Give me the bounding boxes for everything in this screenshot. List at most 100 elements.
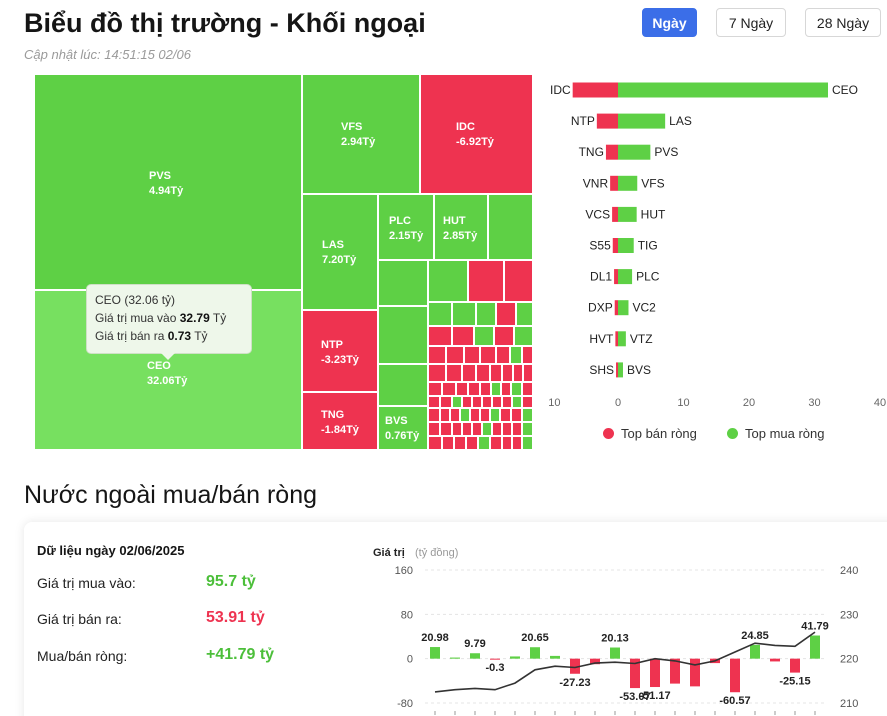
net-bar-label: -51.17	[639, 690, 670, 702]
treemap-tile-small[interactable]	[472, 396, 482, 408]
treemap-tile-small[interactable]	[522, 396, 533, 408]
treemap-tile-small[interactable]	[470, 408, 480, 422]
treemap-tile-small[interactable]	[514, 326, 533, 346]
legend-sell[interactable]: Top bán ròng	[603, 426, 697, 441]
treemap-tile-small[interactable]	[523, 364, 533, 382]
treemap-tile-small[interactable]	[512, 422, 522, 436]
sell-bar	[614, 269, 618, 285]
treemap-tile-small[interactable]	[464, 346, 480, 364]
treemap-tile-small[interactable]	[492, 422, 502, 436]
treemap-tile-small[interactable]	[500, 408, 511, 422]
treemap-tile-vfs[interactable]: VFS 2.94Tỷ	[302, 74, 420, 194]
treemap-tile-small[interactable]	[450, 408, 460, 422]
treemap-tile-small[interactable]	[474, 326, 494, 346]
treemap-tile-small[interactable]	[472, 422, 482, 436]
treemap-tile-small[interactable]	[428, 346, 446, 364]
treemap-tile-small[interactable]	[522, 346, 533, 364]
treemap-tile-small[interactable]	[501, 382, 511, 396]
treemap-tile-small[interactable]	[468, 260, 504, 302]
treemap-tile-small[interactable]	[482, 396, 492, 408]
treemap-tile-small[interactable]	[478, 436, 490, 450]
treemap-tile-small[interactable]	[513, 364, 523, 382]
buy-value: 95.7 tỷ	[206, 573, 256, 590]
treemap-tile-small[interactable]	[452, 326, 474, 346]
treemap-tile-small[interactable]	[428, 422, 440, 436]
treemap-tile-small[interactable]	[512, 396, 522, 408]
treemap-tile-small[interactable]	[378, 260, 428, 306]
treemap-tile-small[interactable]	[446, 346, 464, 364]
treemap-tile-small[interactable]	[510, 346, 522, 364]
treemap-tile-small[interactable]	[511, 408, 522, 422]
legend-buy[interactable]: Top mua ròng	[727, 426, 825, 441]
treemap-tile-pvs[interactable]: PVS 4.94Tỷ	[34, 74, 302, 290]
treemap-tile-small[interactable]	[490, 364, 502, 382]
treemap-tile-small[interactable]	[480, 408, 490, 422]
treemap-tile-small[interactable]	[462, 364, 476, 382]
treemap-tile-small[interactable]	[492, 396, 502, 408]
treemap-tile-small[interactable]	[480, 382, 491, 396]
treemap-tile-small[interactable]	[446, 364, 462, 382]
treemap-tile-small[interactable]	[428, 364, 446, 382]
treemap-tile-small[interactable]	[502, 364, 513, 382]
period-7days-button[interactable]: 7 Ngày	[716, 8, 786, 37]
treemap-tile-plc[interactable]: PLC 2.15Tỷ	[378, 194, 434, 260]
treemap-tile-small[interactable]	[440, 396, 452, 408]
treemap-tile-small[interactable]	[428, 260, 468, 302]
treemap-tile-small[interactable]	[512, 436, 522, 450]
treemap-tile-small[interactable]	[460, 408, 470, 422]
treemap-tile-small[interactable]	[428, 302, 452, 326]
treemap-tile-small[interactable]	[442, 382, 456, 396]
treemap-tile-small[interactable]	[452, 396, 462, 408]
treemap-tile-small[interactable]	[442, 436, 454, 450]
treemap-tile-small[interactable]	[462, 422, 472, 436]
treemap-tile-small[interactable]	[488, 194, 533, 260]
treemap-tile-small[interactable]	[504, 260, 533, 302]
treemap-tile-small[interactable]	[494, 326, 514, 346]
treemap-tile-small[interactable]	[490, 408, 500, 422]
treemap-tile-small[interactable]	[480, 346, 496, 364]
treemap-tile-small[interactable]	[490, 436, 502, 450]
treemap-tile-small[interactable]	[454, 436, 466, 450]
net-bar	[650, 658, 660, 688]
period-28days-button[interactable]: 28 Ngày	[805, 8, 881, 37]
treemap-tile-small[interactable]	[522, 422, 533, 436]
treemap-tile-small[interactable]	[462, 396, 472, 408]
treemap-tile-idc[interactable]: IDC -6.92Tỷ	[420, 74, 533, 194]
treemap-tile-small[interactable]	[428, 382, 442, 396]
treemap-tile-small[interactable]	[466, 436, 478, 450]
treemap-tile-small[interactable]	[496, 302, 516, 326]
treemap-tile-small[interactable]	[428, 436, 442, 450]
treemap-tile-small[interactable]	[502, 396, 512, 408]
treemap-tile-small[interactable]	[502, 436, 512, 450]
treemap-tile-small[interactable]	[482, 422, 492, 436]
treemap-tile-las[interactable]: LAS 7.20Tỷ	[302, 194, 378, 310]
treemap-tile-small[interactable]	[428, 408, 440, 422]
period-day-button[interactable]: Ngày	[642, 8, 697, 37]
treemap-tile-small[interactable]	[456, 382, 468, 396]
treemap-tile-ntp[interactable]: NTP -3.23Tỷ	[302, 310, 378, 392]
tile-ticker: TNG	[321, 409, 345, 421]
treemap-tile-small[interactable]	[452, 302, 476, 326]
treemap-tile-small[interactable]	[428, 396, 440, 408]
treemap-tile-small[interactable]	[468, 382, 480, 396]
treemap-tile-tng[interactable]: TNG -1.84Tỷ	[302, 392, 378, 450]
treemap-tile-small[interactable]	[522, 382, 533, 396]
treemap-tile-small[interactable]	[502, 422, 512, 436]
treemap-tile-small[interactable]	[511, 382, 522, 396]
treemap-tile-small[interactable]	[491, 382, 501, 396]
treemap-tile-small[interactable]	[476, 302, 496, 326]
sell-bar	[615, 331, 618, 347]
treemap-tile-small[interactable]	[522, 408, 533, 422]
treemap-tile-small[interactable]	[440, 408, 450, 422]
treemap-tile-small[interactable]	[476, 364, 490, 382]
treemap-tile-small[interactable]	[496, 346, 510, 364]
treemap-tile-small[interactable]	[428, 326, 452, 346]
treemap-tile-small[interactable]	[516, 302, 533, 326]
treemap-tile-small[interactable]	[378, 306, 428, 364]
treemap-tile-small[interactable]	[440, 422, 452, 436]
treemap-tile-small[interactable]	[452, 422, 462, 436]
treemap-tile-small[interactable]	[378, 364, 428, 406]
treemap-tile-bvs[interactable]: BVS 0.76Tỷ	[378, 406, 428, 450]
treemap-tile-small[interactable]	[522, 436, 533, 450]
treemap-tile-hut[interactable]: HUT 2.85Tỷ	[434, 194, 488, 260]
